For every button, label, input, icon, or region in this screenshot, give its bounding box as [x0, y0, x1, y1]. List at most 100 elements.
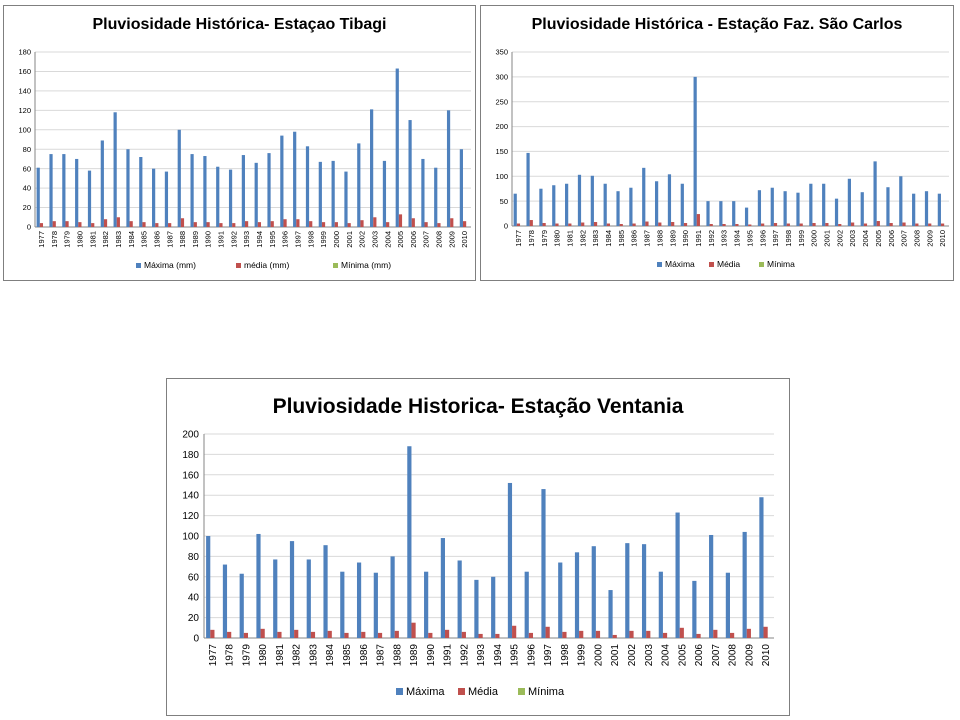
x-tick-label: 2002	[835, 230, 844, 247]
x-tick-label: 1995	[745, 230, 754, 247]
x-tick-label: 1999	[577, 644, 588, 667]
bar	[675, 512, 680, 638]
legend-swatch	[759, 262, 764, 267]
x-tick-label: 1979	[241, 644, 252, 667]
bar	[593, 222, 598, 226]
bar	[394, 630, 399, 638]
x-tick-label: 1985	[342, 644, 353, 667]
x-tick-label: 1983	[591, 230, 600, 247]
bar	[629, 630, 634, 638]
bar	[62, 154, 66, 227]
y-tick-label: 120	[182, 511, 199, 522]
bar	[873, 161, 877, 226]
y-tick-label: 40	[188, 593, 200, 604]
x-tick-label: 1993	[476, 644, 487, 667]
legend-label: Média	[717, 259, 740, 269]
bar	[746, 628, 751, 638]
bar	[294, 629, 299, 638]
bar	[565, 183, 569, 226]
bar	[606, 223, 611, 226]
bar	[539, 188, 543, 226]
bar	[390, 556, 395, 638]
chart-tibagi: Pluviosidade Histórica- Estaçao Tibagi 0…	[3, 5, 476, 281]
x-tick-label: 2009	[447, 231, 456, 248]
bar	[612, 634, 617, 638]
bar	[568, 223, 572, 226]
legend-label: Máxima	[665, 259, 695, 269]
bar	[331, 160, 335, 227]
bar	[595, 630, 601, 638]
bar	[243, 632, 249, 638]
legend-label: Mínima	[528, 686, 565, 698]
bar	[783, 191, 787, 226]
x-tick-label: 1988	[392, 644, 403, 667]
bar	[168, 223, 172, 227]
bar	[305, 146, 310, 227]
bar	[36, 167, 40, 227]
x-tick-label: 1987	[643, 230, 652, 247]
x-tick-label: 1985	[617, 230, 626, 247]
x-tick-label: 2003	[370, 231, 379, 248]
bar	[529, 220, 533, 226]
x-tick-label: 2004	[661, 644, 672, 667]
legend-label: Máxima (mm)	[144, 260, 196, 270]
bar	[129, 221, 133, 227]
bar	[398, 214, 403, 227]
bar	[142, 222, 146, 227]
bar	[357, 143, 361, 227]
x-tick-label: 1977	[37, 231, 46, 248]
chart-title: Pluviosidade Historica- Estação Ventania	[272, 395, 684, 418]
x-tick-label: 2000	[593, 644, 604, 667]
x-tick-label: 2006	[887, 230, 896, 247]
bar	[526, 152, 530, 226]
legend-swatch	[458, 688, 465, 695]
x-tick-label: 1978	[527, 230, 536, 247]
bar	[257, 222, 262, 227]
x-tick-label: 1978	[225, 644, 236, 667]
y-tick-label: 50	[500, 197, 508, 206]
x-tick-label: 2002	[358, 231, 367, 248]
x-tick-label: 1983	[114, 231, 123, 248]
bar	[52, 221, 56, 227]
x-tick-label: 1980	[553, 230, 562, 247]
bar	[370, 109, 374, 227]
bar	[190, 154, 194, 227]
bar	[834, 198, 839, 226]
bar	[625, 543, 630, 638]
legend-swatch	[136, 263, 141, 268]
bar	[850, 222, 855, 226]
y-tick-label: 140	[182, 491, 199, 502]
bar	[552, 185, 556, 226]
bar	[193, 222, 197, 227]
bar	[152, 168, 156, 227]
y-tick-label: 180	[182, 450, 199, 461]
x-tick-label: 1998	[560, 644, 571, 667]
x-tick-label: 1997	[771, 230, 780, 247]
bar	[574, 552, 580, 638]
bar	[558, 562, 563, 638]
bar	[203, 156, 207, 227]
x-tick-label: 1994	[255, 231, 264, 248]
y-tick-label: 80	[188, 552, 200, 563]
bar	[786, 223, 790, 226]
y-tick-label: 100	[495, 172, 508, 181]
bar	[444, 629, 450, 638]
bar	[116, 217, 120, 227]
bar	[825, 223, 829, 226]
y-tick-label: 180	[18, 48, 31, 57]
x-tick-label: 1991	[443, 644, 454, 667]
x-tick-label: 2001	[345, 231, 354, 248]
bar	[210, 629, 215, 638]
bar	[645, 221, 649, 226]
bar	[228, 169, 233, 227]
bar	[446, 110, 451, 227]
x-tick-label: 2009	[925, 230, 934, 247]
bar	[296, 219, 300, 227]
x-tick-label: 2002	[627, 644, 638, 667]
bar	[513, 193, 517, 226]
bar	[616, 191, 620, 226]
x-tick-label: 2006	[694, 644, 705, 667]
x-tick-label: 1977	[208, 644, 219, 667]
x-tick-label: 1981	[565, 230, 574, 247]
x-tick-label: 2003	[848, 230, 857, 247]
